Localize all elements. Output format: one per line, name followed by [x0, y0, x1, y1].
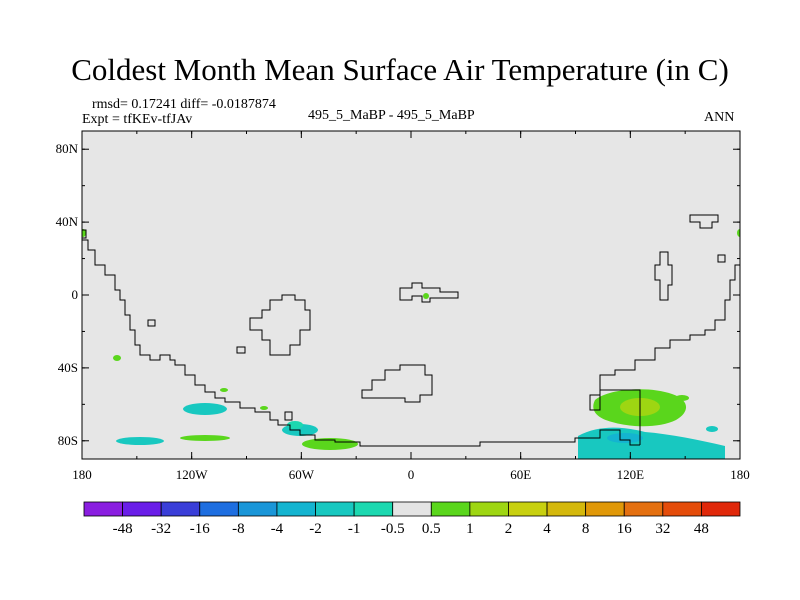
colorbar-label: -48	[113, 521, 133, 537]
colorbar-swatch	[585, 501, 625, 517]
colorbar-swatch	[392, 501, 432, 517]
lon-tick-label: 60E	[510, 467, 531, 482]
anomaly-region-east-australia	[675, 395, 689, 401]
lat-tick-label: 40S	[58, 360, 78, 375]
anomaly-region-pacific-sector	[116, 437, 164, 445]
anomaly-region-west-edge	[82, 229, 86, 237]
coastline-layer	[82, 214, 740, 447]
lon-tick-label: 60W	[289, 467, 315, 482]
anomaly-region-patagonia	[260, 406, 268, 410]
experiment-label: Expt = tfKEv-tfJAv	[82, 112, 193, 127]
anomaly-region-peninsula-core	[287, 421, 303, 429]
colorbar-swatch	[701, 501, 741, 517]
anomaly-fill-layer	[82, 229, 740, 459]
colorbar-swatch	[83, 501, 123, 517]
coastline-americas-antarctica	[82, 239, 640, 447]
colorbar-swatch	[546, 501, 587, 517]
lat-tick-label: 80N	[56, 141, 79, 156]
anomaly-region-se-pacific	[183, 403, 227, 415]
coastline-east-asia	[599, 264, 740, 445]
colorbar-label: 0.5	[422, 521, 441, 537]
colorbar-swatch	[508, 501, 548, 517]
coastline-island-south-atlantic	[284, 411, 293, 421]
coastline-south-america-north	[249, 294, 311, 356]
anomaly-region-central-pacific	[113, 355, 121, 361]
lon-tick-label: 120E	[617, 467, 645, 482]
colorbar-label: 32	[655, 521, 670, 537]
colorbar-label: -2	[309, 521, 322, 537]
colorbar-swatch	[430, 501, 471, 517]
coastline-southeast-asia	[589, 375, 601, 411]
colorbar-label: 8	[582, 521, 590, 537]
colorbar-label: 48	[694, 521, 709, 537]
colorbar-swatch	[315, 501, 355, 517]
anomaly-region-weddell	[302, 438, 358, 450]
anomaly-region-east-small	[706, 426, 718, 432]
colorbar-swatch	[276, 501, 316, 517]
colorbar-swatch	[623, 501, 664, 517]
lat-tick-label: 0	[72, 287, 79, 302]
colorbar-swatch	[122, 501, 162, 517]
anomaly-region-equatorial	[423, 293, 429, 299]
anomaly-region-indian-core	[607, 433, 643, 443]
coastline-africa-south	[361, 364, 433, 403]
colorbar-swatch	[237, 501, 278, 517]
coastline-island-small	[717, 254, 726, 263]
rmsd-label: rmsd= 0.17241 diff= -0.0187874	[92, 97, 276, 112]
colorbar-label: -1	[348, 521, 361, 537]
colorbar-label: -32	[151, 521, 171, 537]
coastline-dateline-west	[82, 229, 87, 239]
colorbar-label: 1	[466, 521, 474, 537]
page-title: Coldest Month Mean Surface Air Temperatu…	[71, 52, 729, 87]
coastline-island-japan	[654, 251, 673, 301]
coastline-island-north	[689, 214, 719, 229]
lon-tick-label: 180	[72, 467, 92, 482]
colorbar-label: 2	[505, 521, 513, 537]
colorbar-label: -0.5	[381, 521, 405, 537]
anomaly-region-east-edge	[737, 229, 740, 237]
colorbar-swatch	[662, 501, 702, 517]
axis-ticks: 80N 40N 0 40S 80S 180 120W 60W 0 60E 120E 180	[56, 131, 750, 482]
lon-tick-label: 120W	[176, 467, 209, 482]
lat-tick-label: 80S	[58, 433, 78, 448]
colorbar-swatch	[199, 501, 239, 517]
lat-tick-label: 40N	[56, 214, 79, 229]
colorbar-swatch	[160, 501, 201, 517]
anomaly-region-ross-band	[180, 435, 230, 441]
lon-tick-label: 0	[408, 467, 415, 482]
colorbar-swatch	[469, 501, 509, 517]
colorbar: -48 -32 -16 -8 -4 -2 -1 -0.5 0.5 1 2 4 8 16 32 48	[83, 501, 741, 537]
comparison-label: 495_5_MaBP - 495_5_MaBP	[308, 108, 475, 123]
lon-tick-label: 180	[730, 467, 750, 482]
coastline-africa-north	[399, 282, 459, 303]
colorbar-swatch	[353, 501, 394, 517]
coastline-island-pacific-2	[236, 346, 246, 354]
colorbar-label: -4	[271, 521, 284, 537]
colorbar-label: -16	[190, 521, 210, 537]
colorbar-label: 4	[543, 521, 551, 537]
colorbar-label: 16	[617, 521, 633, 537]
period-label: ANN	[704, 110, 735, 125]
anomaly-region-chile-coast	[220, 388, 228, 392]
coastline-island-pacific	[147, 319, 156, 327]
colorbar-label: -8	[232, 521, 245, 537]
